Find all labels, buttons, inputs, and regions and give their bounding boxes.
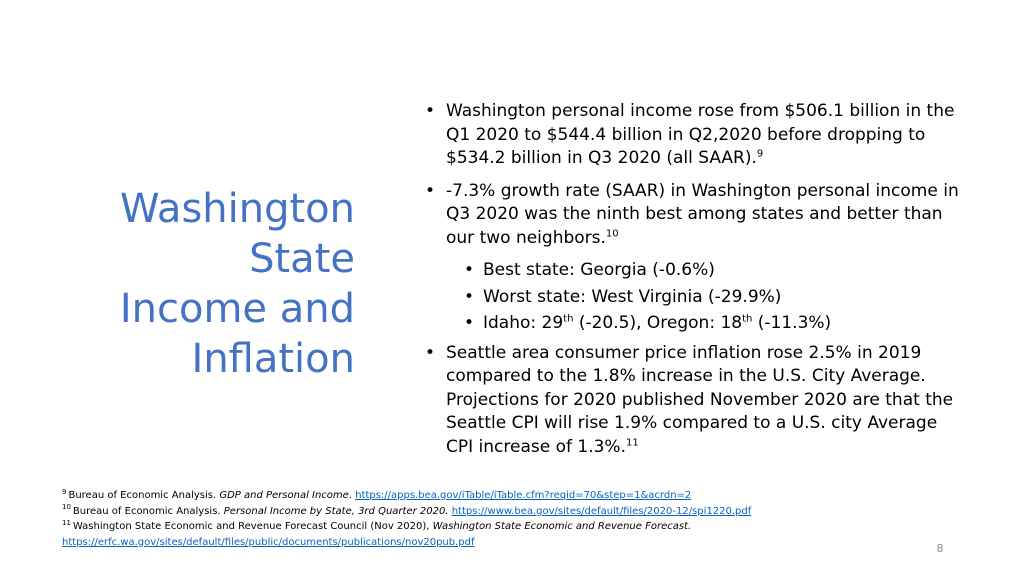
bullet-item: • Seattle area consumer price inflation …: [422, 342, 962, 460]
footnote-title: GDP and Personal Income: [219, 490, 349, 501]
footnote: 10 Bureau of Economic Analysis. Personal …: [62, 504, 962, 520]
bullet-item: • -7.3% growth rate (SAAR) in Washington…: [422, 180, 962, 251]
footnote-link[interactable]: https://erfc.wa.gov/sites/default/files/…: [62, 536, 475, 548]
sub-bullet-list: • Best state: Georgia (-0.6%) • Worst st…: [422, 259, 962, 336]
footnote-link[interactable]: https://apps.bea.gov/iTable/iTable.cfm?r…: [355, 490, 692, 501]
footnotes: 9 Bureau of Economic Analysis. GDP and Pe…: [62, 488, 962, 550]
sub-bullet-text: Worst state: West Virginia (-29.9%): [483, 286, 782, 307]
ordinal-suffix: th: [742, 313, 753, 325]
bullet-icon: •: [464, 260, 475, 280]
bullet-icon: •: [464, 313, 475, 333]
footnote: 9 Bureau of Economic Analysis. GDP and Pe…: [62, 488, 962, 504]
bullet-icon: •: [425, 180, 436, 201]
page-number: 8: [936, 542, 944, 555]
bullet-text: Seattle area consumer price inflation ro…: [446, 342, 954, 457]
footnote-source: Bureau of Economic Analysis.: [68, 490, 220, 501]
title-line: Washington: [119, 186, 355, 232]
footnote-title: Personal Income by State, 3rd Quarter 20…: [223, 505, 449, 517]
bullet-list: • Washington personal income rose from $…: [422, 100, 962, 468]
sub-bullet-text: (-11.3%): [752, 313, 832, 333]
title-line: Inflation: [191, 336, 355, 382]
footnote-continued: https://erfc.wa.gov/sites/default/files/…: [62, 535, 962, 551]
bullet-text: -7.3% growth rate (SAAR) in Washington p…: [446, 180, 959, 248]
sub-bullet-text: Best state: Georgia (-0.6%): [483, 260, 715, 280]
sub-bullet-item: • Best state: Georgia (-0.6%): [422, 259, 962, 283]
bullet-icon: •: [464, 286, 475, 307]
bullet-icon: •: [425, 101, 436, 121]
ordinal-suffix: th: [563, 313, 574, 325]
sub-bullet-item: • Worst state: West Virginia (-29.9%): [422, 286, 962, 310]
footnote-number: 10: [62, 503, 71, 512]
sub-bullet-text: (-20.5), Oregon: 18: [573, 313, 743, 333]
footnote-title: Washington State Economic and Revenue Fo…: [432, 521, 692, 532]
bullet-icon: •: [425, 342, 436, 363]
bullet-text: Washington personal income rose from $50…: [446, 101, 955, 168]
footnote-number: 9: [62, 487, 67, 496]
bullet-item: • Washington personal income rose from $…: [422, 100, 962, 171]
footnote-ref: 10: [605, 227, 619, 239]
footnote-source: Bureau of Economic Analysis.: [72, 505, 224, 517]
footnote-link[interactable]: https://www.bea.gov/sites/default/files/…: [451, 505, 752, 517]
footnote-number: 11: [62, 518, 71, 527]
footnote-separator: .: [348, 490, 356, 501]
sub-bullet-item: • Idaho: 29th (-20.5), Oregon: 18th (-11…: [422, 312, 962, 336]
footnote-ref: 11: [625, 436, 639, 448]
footnote-ref: 9: [756, 148, 764, 160]
slide-title: Washington State Income and Inflation: [55, 184, 355, 384]
title-line: Income and: [119, 286, 355, 332]
footnote: 11 Washington State Economic and Revenue …: [62, 519, 962, 535]
sub-bullet-text: Idaho: 29: [483, 313, 564, 333]
title-line: State: [249, 236, 355, 282]
footnote-source: Washington State Economic and Revenue Fo…: [72, 521, 433, 532]
